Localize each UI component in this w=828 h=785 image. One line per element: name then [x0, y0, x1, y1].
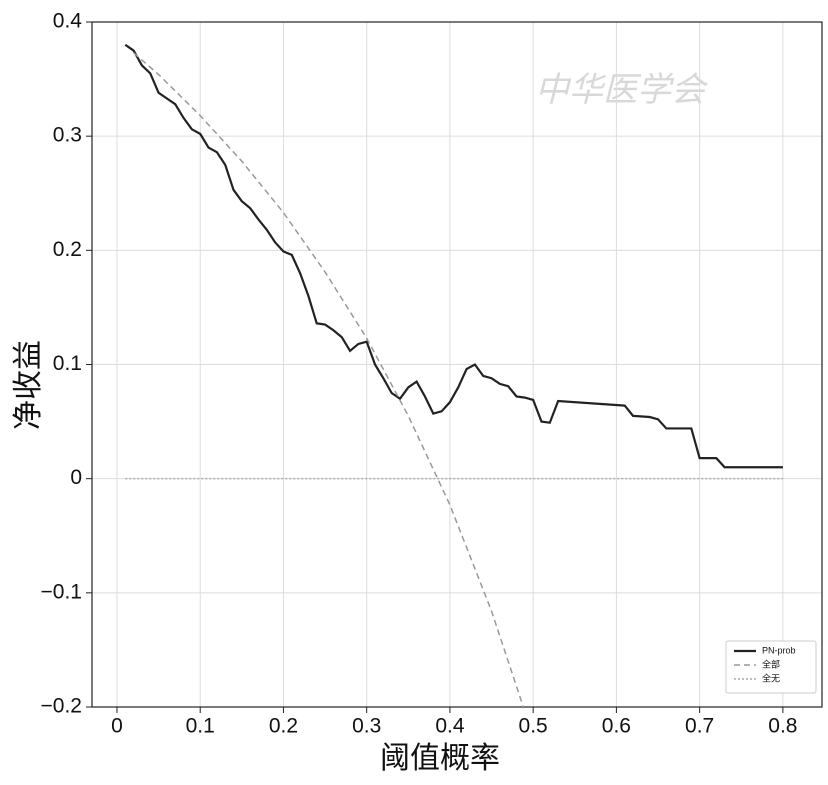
legend-label: 全无 — [762, 672, 780, 683]
x-axis-label: 阈值概率 — [380, 742, 500, 775]
series-line — [133, 52, 525, 707]
x-tick-label: 0.6 — [602, 715, 631, 738]
y-tick-label: −0.2 — [41, 695, 82, 718]
x-tick-label: 0.8 — [768, 715, 797, 738]
y-axis-label: 净收益 — [12, 340, 45, 430]
plot-area — [124, 43, 783, 707]
watermark: 中华医学会 — [535, 71, 709, 109]
y-tick-label: 0.3 — [53, 124, 82, 147]
y-tick-label: −0.1 — [41, 580, 82, 603]
y-tick-label: 0 — [70, 466, 82, 489]
plot-frame — [91, 21, 823, 708]
y-tick-label: 0.2 — [53, 238, 82, 261]
y-tick-label: 0.1 — [53, 352, 82, 375]
x-tick-label: 0.4 — [435, 715, 465, 738]
y-tick-label: 0.4 — [53, 10, 83, 33]
x-tick-label: 0.5 — [519, 715, 548, 738]
legend-label: PN-prob — [762, 645, 796, 655]
legend-box — [725, 640, 817, 694]
x-tick-label: 0.2 — [269, 715, 298, 738]
legend-label: 全部 — [762, 658, 780, 669]
series-line — [124, 43, 783, 469]
x-tick-label: 0.1 — [186, 715, 215, 738]
x-tick-label: 0.7 — [685, 715, 714, 738]
x-tick-label: 0.3 — [352, 715, 381, 738]
x-tick-label: 0 — [111, 715, 123, 738]
